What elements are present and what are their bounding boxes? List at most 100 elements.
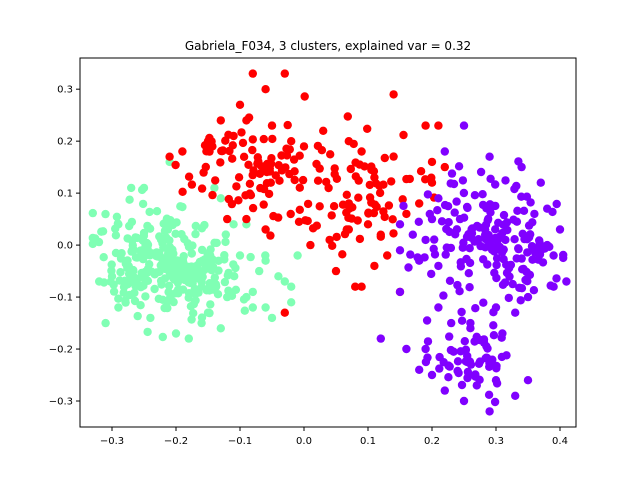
data-point [482,342,491,351]
data-point [383,251,392,260]
data-point [217,146,226,156]
data-point [313,141,323,151]
data-point [216,158,225,167]
data-point [238,138,248,148]
data-point [281,163,290,172]
data-point [187,249,196,258]
data-point [489,331,499,340]
data-point [210,183,219,193]
data-point [143,327,152,337]
data-point [375,181,384,190]
data-point [514,244,523,254]
data-point [114,294,123,303]
data-point [492,254,502,263]
data-point [330,164,339,173]
x-tick-label: 0.1 [360,436,376,447]
data-point [242,116,251,125]
data-point [475,335,484,345]
data-point [483,216,492,225]
data-point [363,220,373,229]
data-point [168,220,177,230]
y-tick-label: 0.0 [57,241,73,252]
data-point [523,248,532,257]
data-point [433,206,442,215]
data-point [184,289,194,298]
data-point [120,276,129,285]
data-point [245,179,255,188]
data-point [223,292,232,302]
data-point [447,318,456,328]
data-point [274,272,283,281]
data-point [372,202,381,212]
data-point [516,296,525,305]
data-point [260,166,269,175]
data-point [405,174,414,184]
data-point [204,284,213,293]
data-point [475,223,484,232]
x-tick-label: 0.4 [552,436,568,447]
data-point [259,200,268,209]
data-point [171,160,180,170]
data-point [463,373,472,383]
data-point [206,300,215,309]
data-point [295,205,304,214]
data-point [492,273,501,283]
data-point [256,183,265,193]
data-point [142,250,151,260]
data-point [101,209,110,219]
data-point [492,260,501,270]
x-tick-label: −0.1 [228,436,252,447]
data-point [489,321,498,330]
data-point [261,225,270,234]
data-point [421,344,430,354]
series-1 [165,69,449,317]
data-point [450,208,459,217]
data-point [109,280,118,289]
data-point [98,227,108,236]
data-point [184,172,194,181]
data-point [235,100,245,110]
data-point [395,246,405,255]
data-point [398,195,407,204]
data-point [354,193,363,202]
data-point [150,284,159,294]
data-point [229,260,238,269]
data-point [220,277,230,287]
data-point [552,274,561,283]
data-point [422,316,432,325]
data-point [267,121,277,130]
data-point [427,214,437,224]
data-point [376,334,385,343]
data-point [355,234,365,244]
data-point [465,258,475,268]
data-point [287,298,296,307]
data-point [452,197,461,206]
data-point [172,263,181,272]
data-point [351,158,360,167]
data-point [501,176,510,185]
data-point [365,193,375,202]
data-point [248,69,257,78]
data-point [463,357,472,367]
data-point [364,209,373,218]
data-point [179,252,188,261]
x-tick-label: 0.3 [488,436,504,447]
data-point [376,230,385,239]
data-point [523,292,533,302]
data-point [347,214,356,223]
data-point [283,120,292,130]
data-point [248,170,257,180]
data-point [370,173,379,182]
data-point [199,168,208,177]
data-point [444,218,453,227]
data-point [346,164,355,174]
data-point [459,396,469,406]
data-point [152,251,161,261]
data-point [306,240,315,250]
data-point [379,207,388,216]
data-point [485,362,494,371]
data-point [271,171,280,180]
data-point [127,183,136,193]
data-point [261,85,270,94]
